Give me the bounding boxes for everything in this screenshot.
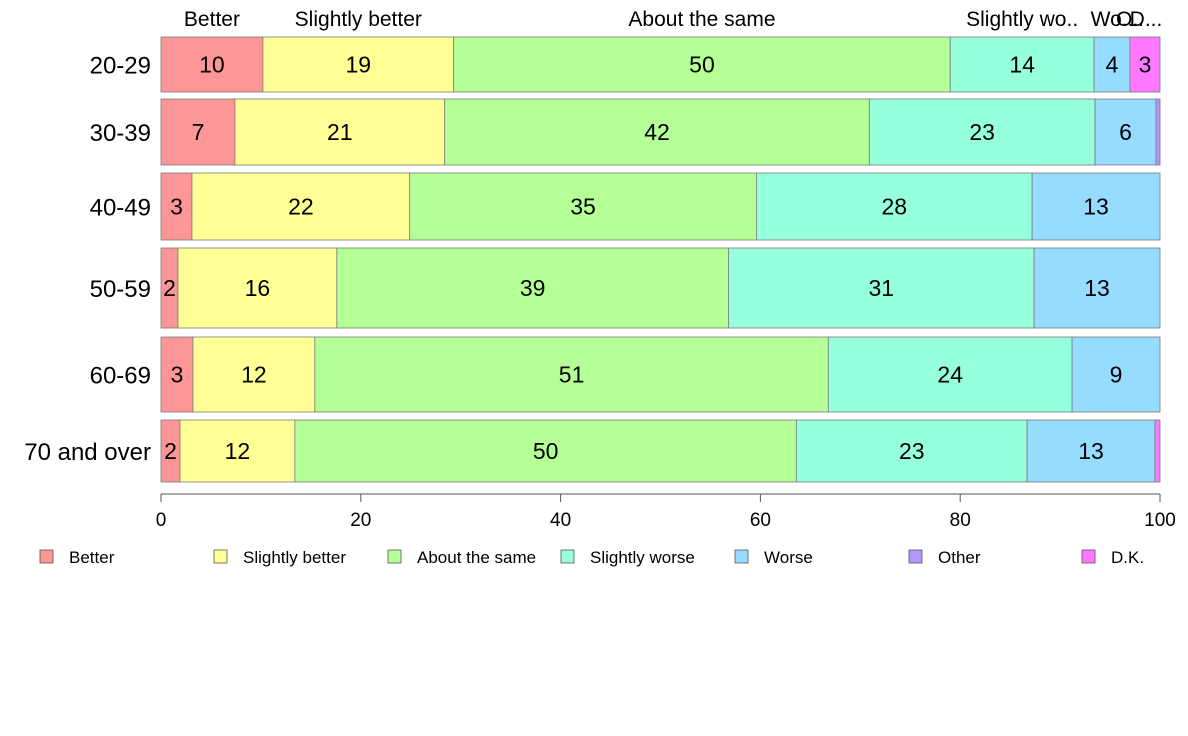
legend-label: Worse: [764, 548, 813, 567]
bar-segment-70-and-over-4: [1026, 419, 1156, 483]
top-segment-label: Better: [184, 8, 240, 31]
bar-segment-70-and-over-6: [1154, 419, 1161, 483]
bar-segment-30-39-2: [444, 98, 870, 166]
x-tick-label: 20: [350, 510, 371, 531]
data-label: 6: [1119, 119, 1132, 145]
legend-label: D.K.: [1111, 548, 1144, 567]
legend-label: About the same: [417, 548, 536, 567]
bar-segment-60-69-3: [827, 336, 1073, 413]
top-segment-label: Slightly wo..: [966, 8, 1078, 31]
bar-segment-20-29-4: [1093, 36, 1131, 93]
bar-segment-40-49-1: [191, 172, 411, 241]
bar-segment-20-29-6: [1129, 36, 1161, 93]
data-label: 16: [245, 275, 271, 301]
bar-segment-40-49-2: [409, 172, 757, 241]
bar-segment-40-49-0: [160, 172, 193, 241]
data-label: 2: [164, 438, 177, 464]
bar-segment-30-39-0: [160, 98, 236, 166]
bar-segment-70-and-over-1: [179, 419, 296, 483]
legend-swatch: [908, 549, 923, 564]
bar-segment-50-59-4: [1033, 247, 1161, 329]
bar-segment-60-69-4: [1071, 336, 1161, 413]
bar-segment-40-49-4: [1031, 172, 1161, 241]
x-tick-label: 60: [750, 510, 771, 531]
data-label: 24: [937, 362, 963, 388]
bar-segment-60-69-2: [314, 336, 829, 413]
bar-segment-20-29-0: [160, 36, 264, 93]
legend-swatch: [387, 549, 402, 564]
legend-swatch: [39, 549, 54, 564]
y-tick-label: 50-59: [90, 276, 151, 303]
top-segment-label: Slightly better: [295, 8, 422, 31]
data-label: 12: [241, 362, 267, 388]
bar-segment-50-59-2: [336, 247, 729, 329]
data-label: 42: [644, 119, 670, 145]
data-label: 10: [199, 52, 225, 78]
legend-label: Slightly worse: [590, 548, 695, 567]
data-label: 13: [1084, 275, 1110, 301]
legend-label: Other: [938, 548, 981, 567]
y-tick-label: 30-39: [90, 120, 151, 147]
data-label: 35: [570, 194, 596, 220]
legend-swatch: [734, 549, 749, 564]
legend-swatch: [213, 549, 228, 564]
bar-segment-60-69-0: [160, 336, 194, 413]
y-tick-label: 20-29: [90, 53, 151, 80]
data-label: 3: [170, 194, 183, 220]
data-label: 28: [881, 194, 907, 220]
data-label: 2: [163, 275, 176, 301]
legend-label: Better: [69, 548, 115, 567]
data-label: 31: [868, 275, 894, 301]
x-tick-label: 0: [156, 510, 167, 531]
bar-segment-20-29-1: [262, 36, 455, 93]
bar-segment-30-39-3: [868, 98, 1096, 166]
top-segment-label: Wo..: [1091, 8, 1134, 31]
y-tick-label: 40-49: [90, 195, 151, 222]
x-tick-label: 80: [950, 510, 971, 531]
data-label: 19: [346, 52, 372, 78]
bar-segment-50-59-3: [728, 247, 1035, 329]
data-label: 14: [1009, 52, 1035, 78]
top-segment-label: About the same: [628, 8, 775, 31]
y-tick-label: 60-69: [90, 363, 151, 390]
x-tick-label: 100: [1144, 510, 1176, 531]
data-label: 51: [559, 362, 585, 388]
bar-segment-30-39-1: [234, 98, 446, 166]
y-tick-label: 70 and over: [24, 439, 151, 466]
top-segment-label: O..: [1116, 8, 1144, 31]
data-label: 23: [969, 119, 995, 145]
data-label: 3: [1139, 52, 1152, 78]
bar-segment-30-39-5: [1155, 98, 1161, 166]
legend-label: Slightly better: [243, 548, 346, 567]
data-label: 12: [225, 438, 251, 464]
data-label: 13: [1083, 194, 1109, 220]
data-label: 50: [689, 52, 715, 78]
legend-swatch: [560, 549, 575, 564]
bar-segment-70-and-over-3: [795, 419, 1028, 483]
data-label: 9: [1110, 362, 1123, 388]
bar-segment-50-59-1: [177, 247, 338, 329]
data-label: 50: [533, 438, 559, 464]
top-segment-label: D...: [1130, 8, 1163, 31]
data-label: 13: [1078, 438, 1104, 464]
data-label: 22: [288, 194, 314, 220]
data-label: 21: [327, 119, 353, 145]
bar-segment-40-49-3: [756, 172, 1033, 241]
data-label: 7: [192, 119, 205, 145]
legend-swatch: [1081, 549, 1096, 564]
x-tick-label: 40: [550, 510, 571, 531]
data-label: 3: [171, 362, 184, 388]
data-label: 4: [1106, 52, 1119, 78]
data-label: 23: [899, 438, 925, 464]
bar-segment-60-69-1: [192, 336, 316, 413]
bar-segment-20-29-2: [453, 36, 951, 93]
data-label: 39: [520, 275, 546, 301]
bar-segment-70-and-over-2: [294, 419, 797, 483]
bar-segment-20-29-3: [949, 36, 1095, 93]
